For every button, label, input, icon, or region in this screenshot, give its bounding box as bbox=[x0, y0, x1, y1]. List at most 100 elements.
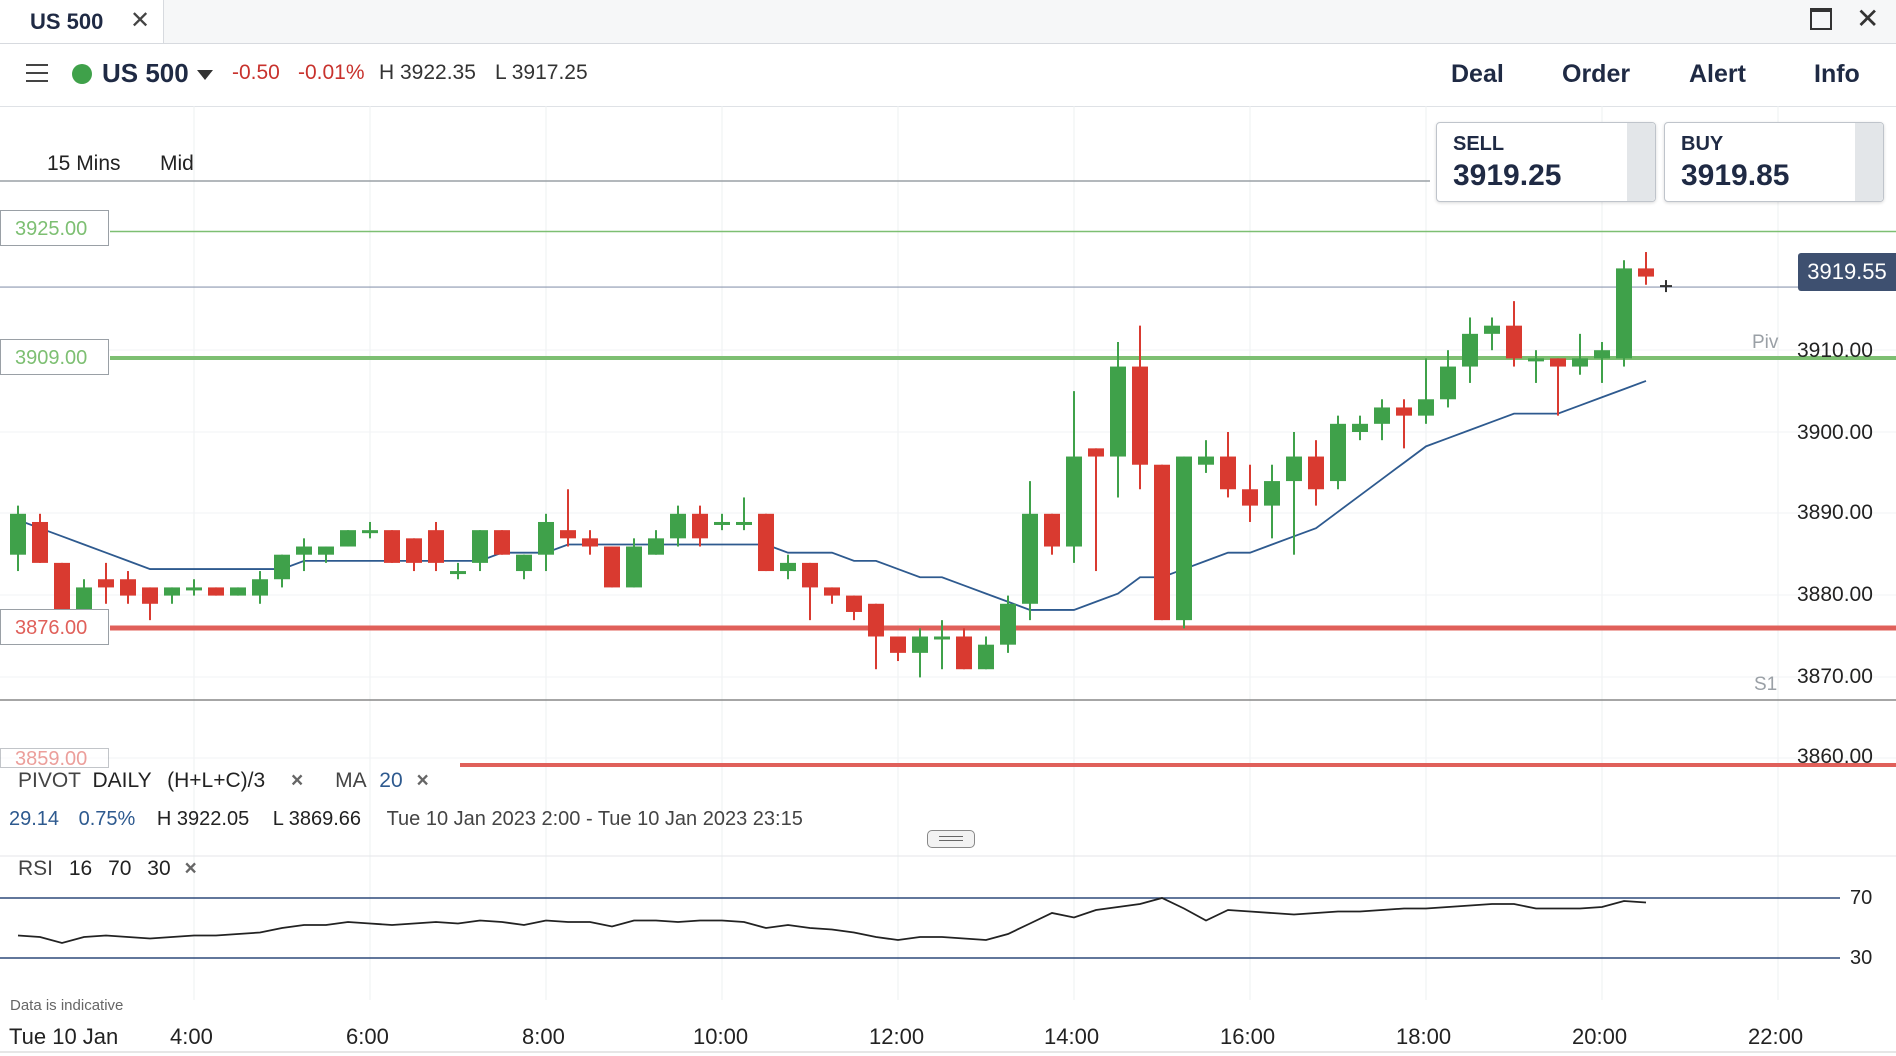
range-stats-row: 29.14 0.75% H 3922.05 L 3869.66 Tue 10 J… bbox=[9, 808, 803, 831]
alert-button[interactable]: Alert bbox=[1689, 60, 1746, 88]
chevron-down-icon[interactable] bbox=[197, 70, 213, 80]
info-button[interactable]: Info bbox=[1814, 60, 1860, 88]
candle bbox=[1308, 440, 1324, 506]
s1-level-tag[interactable]: 3876.00 bbox=[0, 609, 109, 645]
menu-icon[interactable] bbox=[26, 64, 48, 82]
market-status-indicator bbox=[72, 64, 92, 84]
candle bbox=[956, 628, 972, 670]
candle-body bbox=[1176, 456, 1192, 621]
range-dates: Tue 10 Jan 2023 2:00 - Tue 10 Jan 2023 2… bbox=[386, 808, 803, 830]
candle bbox=[1220, 432, 1236, 498]
buy-button[interactable]: BUY 3919.85 bbox=[1664, 122, 1884, 202]
candle-body bbox=[890, 636, 906, 653]
candle-body bbox=[670, 513, 686, 539]
sell-label: SELL bbox=[1453, 133, 1505, 155]
close-icon[interactable]: ✕ bbox=[1856, 3, 1880, 34]
candle bbox=[1484, 317, 1500, 351]
buy-price: 3919.85 bbox=[1681, 159, 1790, 192]
candle-body bbox=[32, 521, 48, 563]
remove-pivot-icon[interactable]: × bbox=[290, 769, 304, 792]
rsi-upper-axis-label: 70 bbox=[1850, 887, 1873, 909]
r1-level-tag[interactable]: 3925.00 bbox=[0, 210, 109, 246]
candle-body bbox=[912, 636, 928, 653]
candle-body bbox=[1154, 464, 1170, 621]
window-titlebar: US 500 ✕ ✕ bbox=[0, 0, 1896, 44]
rsi-upper: 70 bbox=[108, 857, 132, 880]
candle bbox=[10, 505, 26, 572]
remove-rsi-icon[interactable]: × bbox=[184, 857, 197, 880]
candle bbox=[32, 513, 48, 563]
candle bbox=[714, 513, 730, 531]
candle bbox=[890, 636, 906, 662]
candle-body bbox=[1198, 456, 1214, 465]
maximize-icon[interactable] bbox=[1810, 8, 1832, 30]
candle-body bbox=[868, 603, 884, 637]
candle bbox=[1572, 333, 1588, 375]
candle bbox=[1594, 342, 1610, 383]
candle-body bbox=[538, 521, 554, 555]
price-type-selector[interactable]: Mid bbox=[160, 152, 194, 175]
panel-resize-handle[interactable] bbox=[927, 830, 975, 848]
candle bbox=[1110, 342, 1126, 498]
y-tick-label: 3860.00 bbox=[1797, 745, 1873, 768]
candle-body bbox=[164, 587, 180, 596]
candle bbox=[582, 530, 598, 555]
pivot-indicator-name: PIVOT bbox=[18, 769, 81, 792]
candle-body bbox=[1616, 268, 1632, 359]
remove-ma-icon[interactable]: × bbox=[416, 769, 429, 792]
candle-body bbox=[494, 530, 510, 555]
x-tick-label: 10:00 bbox=[693, 1024, 749, 1049]
sell-button[interactable]: SELL 3919.25 bbox=[1436, 122, 1656, 202]
deal-button[interactable]: Deal bbox=[1451, 60, 1504, 88]
candle-body bbox=[98, 579, 114, 588]
instrument-name[interactable]: US 500 bbox=[102, 58, 189, 88]
order-button[interactable]: Order bbox=[1562, 60, 1631, 88]
range-high: H 3922.05 bbox=[156, 808, 250, 830]
x-tick-label: 12:00 bbox=[869, 1024, 925, 1049]
candle bbox=[802, 562, 818, 621]
candle-body bbox=[626, 546, 642, 588]
candle bbox=[736, 497, 752, 531]
tab-close-icon[interactable]: ✕ bbox=[130, 7, 151, 34]
candle bbox=[362, 521, 378, 539]
candle bbox=[1528, 350, 1544, 383]
candle bbox=[1418, 358, 1434, 424]
x-tick-label: Tue 10 Jan bbox=[9, 1024, 119, 1049]
candle-body bbox=[604, 546, 620, 588]
x-tick-label: 8:00 bbox=[522, 1024, 565, 1049]
candle bbox=[1616, 260, 1632, 367]
candle bbox=[670, 505, 686, 547]
candle-body bbox=[340, 530, 356, 547]
tab-us500[interactable]: US 500 ✕ bbox=[0, 0, 164, 43]
s1-line-label: S1 bbox=[1754, 674, 1778, 695]
candle-body bbox=[846, 595, 862, 612]
candle-body bbox=[1594, 350, 1610, 359]
s2-level-tag[interactable]: 3859.00 bbox=[0, 748, 109, 768]
candle bbox=[186, 579, 202, 596]
candle bbox=[1462, 317, 1478, 383]
candle-body bbox=[384, 530, 400, 563]
candle-body bbox=[1572, 358, 1588, 367]
candle bbox=[912, 628, 928, 678]
candle-body bbox=[1286, 456, 1302, 482]
candle bbox=[1044, 513, 1060, 555]
day-low: L 3917.25 bbox=[495, 61, 588, 84]
sell-price: 3919.25 bbox=[1453, 159, 1562, 192]
interval-selector[interactable]: 15 Mins bbox=[47, 152, 121, 175]
tab-title: US 500 bbox=[30, 9, 104, 34]
candle-body bbox=[824, 587, 840, 596]
candle bbox=[318, 546, 334, 563]
pivot-level-tag[interactable]: 3909.00 bbox=[0, 339, 109, 375]
x-tick-label: 14:00 bbox=[1044, 1024, 1100, 1049]
rsi-lower-axis-label: 30 bbox=[1850, 947, 1873, 969]
candle-body bbox=[142, 587, 158, 604]
candle-body bbox=[714, 521, 730, 525]
candle bbox=[846, 595, 862, 621]
candle bbox=[1506, 301, 1522, 367]
pivot-indicator-row: PIVOT DAILY (H+L+C)/3 × MA 20 × bbox=[18, 769, 429, 793]
candle-body bbox=[648, 538, 664, 555]
candle bbox=[604, 546, 620, 588]
ma-indicator-name: MA bbox=[335, 769, 366, 792]
candle bbox=[494, 530, 510, 555]
